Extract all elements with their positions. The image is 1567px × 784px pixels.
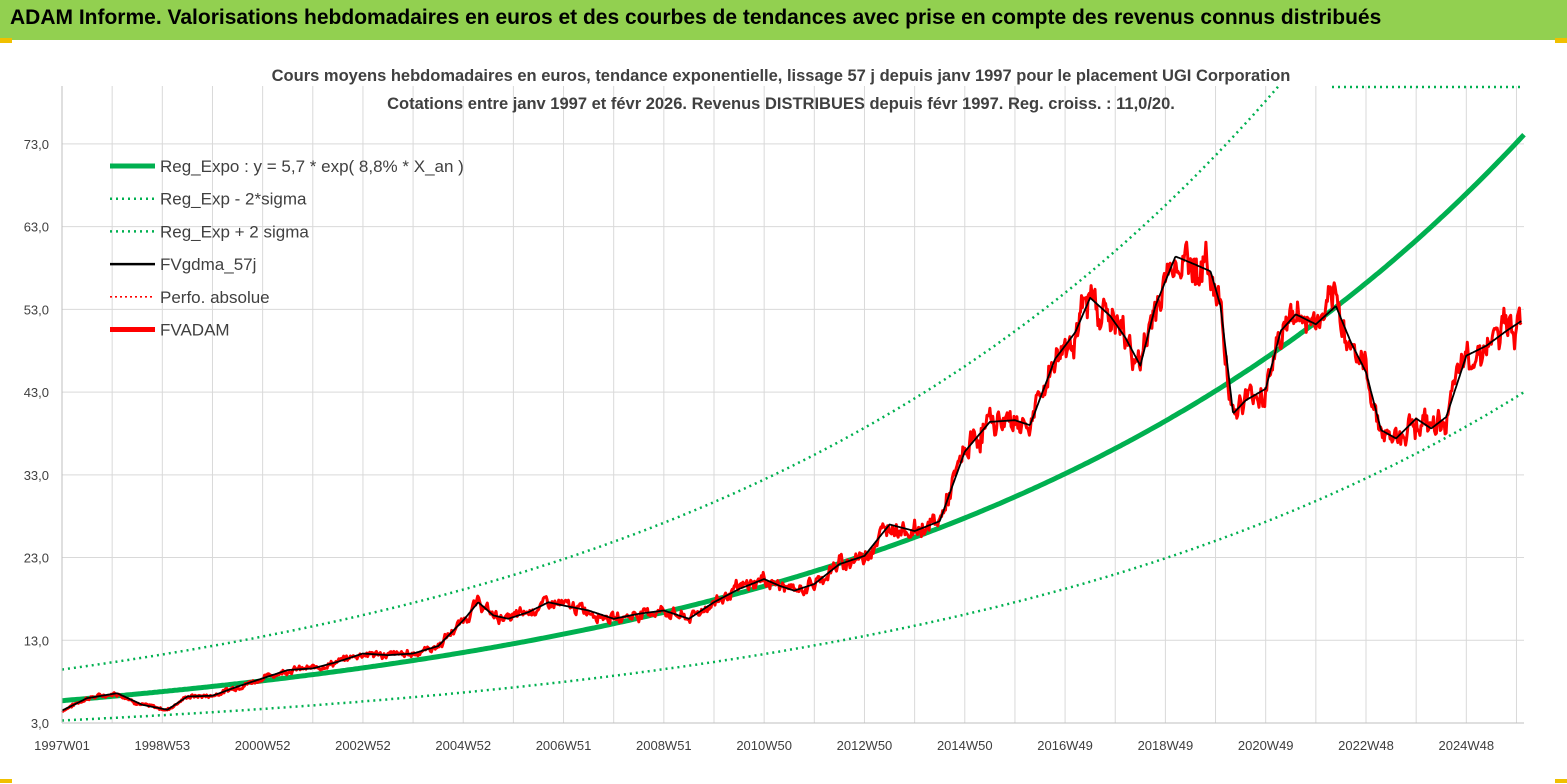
x-tick-label: 2002W52	[335, 738, 391, 753]
legend-label: Reg_Exp - 2*sigma	[160, 190, 307, 209]
series-lines	[62, 87, 1524, 721]
x-tick-label: 1997W01	[34, 738, 90, 753]
x-tick-label: 2024W48	[1438, 738, 1494, 753]
corner-accent-bottom-right	[1555, 779, 1567, 783]
y-tick-label: 23,0	[24, 551, 49, 566]
y-tick-label: 43,0	[24, 385, 49, 400]
legend-label: Reg_Expo : y = 5,7 * exp( 8,8% * X_an )	[160, 157, 464, 176]
chart-subtitle: Cotations entre janv 1997 et févr 2026. …	[387, 95, 1175, 113]
x-tick-label: 2008W51	[636, 738, 692, 753]
y-tick-label: 53,0	[24, 302, 49, 317]
legend-label: Reg_Exp + 2 sigma	[160, 222, 309, 241]
x-tick-label: 2012W50	[837, 738, 893, 753]
x-tick-label: 2010W50	[736, 738, 792, 753]
chart-area: 3,0 13,0 23,0 33,0 43,0 53,0 63,0 73,0 1997W01 19…	[2, 42, 1562, 779]
chart-title: Cours moyens hebdomadaires en euros, ten…	[272, 67, 1291, 85]
x-tick-label: 2020W49	[1238, 738, 1294, 753]
x-tick-label: 2004W52	[435, 738, 491, 753]
y-tick-label: 73,0	[24, 137, 49, 152]
corner-accent-bottom-left	[0, 779, 12, 783]
reg-expo-curve	[62, 135, 1524, 701]
x-tick-label: 2000W52	[235, 738, 291, 753]
x-tick-label: 2014W50	[937, 738, 993, 753]
title-banner: ADAM Informe. Valorisations hebdomadaire…	[0, 0, 1567, 40]
legend-label: Perfo. absolue	[160, 288, 270, 307]
x-tick-label: 1998W53	[134, 738, 190, 753]
line-chart: 3,0 13,0 23,0 33,0 43,0 53,0 63,0 73,0 1997W01 19…	[2, 42, 1562, 779]
legend-label: FVADAM	[160, 321, 230, 340]
x-tick-label: 2006W51	[536, 738, 592, 753]
fvgdma-line	[62, 257, 1521, 711]
y-tick-label: 13,0	[24, 633, 49, 648]
legend: Reg_Expo : y = 5,7 * exp( 8,8% * X_an ) R…	[110, 157, 464, 340]
fvadam-line	[62, 242, 1521, 711]
y-tick-label: 3,0	[31, 716, 49, 731]
y-tick-label: 63,0	[24, 220, 49, 235]
report-title: ADAM Informe. Valorisations hebdomadaire…	[10, 6, 1381, 30]
x-tick-label: 2022W48	[1338, 738, 1394, 753]
grid	[62, 86, 1524, 723]
y-tick-label: 33,0	[24, 468, 49, 483]
x-tick-label: 2018W49	[1138, 738, 1194, 753]
x-tick-label: 2016W49	[1037, 738, 1093, 753]
legend-label: FVgdma_57j	[160, 255, 256, 274]
